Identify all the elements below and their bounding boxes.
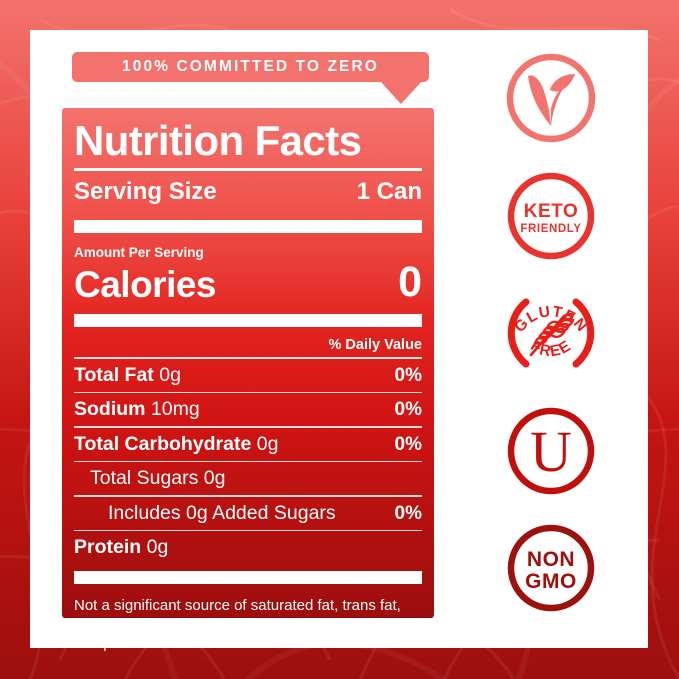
table-row: Sodium 10mg 0% (62, 393, 434, 426)
thick-divider-2 (74, 314, 422, 328)
divider-hair (74, 460, 422, 463)
kosher-u-icon: U (507, 407, 595, 494)
nutrient-name: Total Fat (74, 363, 154, 386)
table-row: Includes 0g Added Sugars 0% (62, 497, 434, 530)
non-gmo-icon: NON GMO (507, 524, 595, 612)
daily-value-header: % Daily Value (328, 337, 423, 354)
nutrient-name: Total Carbohydrate (74, 432, 252, 455)
divider-hair (74, 529, 422, 532)
certification-badges: KETO FRIENDLY GLUTEN FREE (492, 48, 610, 618)
divider-hair (74, 391, 422, 394)
keto-line2: FRIENDLY (520, 223, 581, 235)
glutenfree-line2: FREE (527, 337, 574, 360)
nutrient-percent: 0% (394, 364, 422, 386)
nutrient-amount: 0g (159, 363, 181, 386)
table-row: Total Fat 0g 0% (62, 359, 434, 392)
committed-banner: 100% COMMITTED TO ZERO (72, 52, 432, 104)
divider-hair (74, 495, 422, 497)
nutrient-name: Protein (74, 536, 142, 559)
kosher-letter: U (530, 419, 572, 484)
banner-label: 100% COMMITTED TO ZERO (122, 58, 379, 75)
nutrition-facts-panel: Nutrition Facts Serving Size 1 Can Amoun… (62, 108, 434, 652)
keto-friendly-icon: KETO FRIENDLY (507, 172, 595, 259)
serving-size-value: 1 Can (356, 178, 422, 205)
nutrient-amount: 10mg (150, 398, 200, 421)
divider (74, 168, 422, 171)
nutrient-name: Total Sugars 0g (90, 467, 226, 490)
badge-kosher: U (501, 401, 601, 501)
calories-value: 0 (398, 258, 422, 306)
keto-line1: KETO (524, 201, 578, 222)
table-row: Total Sugars 0g (62, 462, 434, 495)
badge-keto: KETO FRIENDLY (501, 166, 601, 266)
nutrient-percent: 0% (394, 433, 422, 455)
badge-non-gmo: NON GMO (501, 518, 601, 618)
table-row: Protein 0g (62, 531, 434, 564)
page-title: Nutrition Facts (74, 117, 362, 164)
vegan-leaf-v-icon (506, 53, 596, 143)
banner-bar: 100% COMMITTED TO ZERO (72, 52, 429, 82)
nutrient-name: Sodium (74, 398, 146, 421)
badge-gluten-free: GLUTEN FREE (501, 283, 601, 383)
down-arrow-icon (379, 80, 423, 104)
divider-hair (74, 357, 422, 359)
calories-row: Calories 0 (62, 258, 434, 307)
nutrient-percent: 0% (394, 399, 422, 421)
table-row: Total Carbohydrate 0g 0% (62, 428, 434, 461)
gluten-free-wheat-icon: GLUTEN FREE (507, 298, 595, 368)
serving-size-row: Serving Size 1 Can (62, 171, 434, 213)
nutrient-percent: 0% (394, 502, 422, 524)
calories-label: Calories (74, 264, 217, 306)
nutrient-amount: 0g (146, 536, 169, 559)
amount-per-serving-label: Amount Per Serving (74, 245, 204, 260)
nutrient-amount: 0g (256, 432, 279, 455)
badge-vegan (501, 48, 601, 148)
nutrient-name: Includes 0g Added Sugars (108, 501, 336, 524)
thick-divider-3 (74, 571, 422, 585)
footnote-text: Not a significant source of saturated fa… (74, 597, 401, 653)
serving-size-label: Serving Size (74, 178, 217, 205)
divider-hair (74, 426, 422, 428)
thick-divider (74, 220, 422, 233)
nongmo-line1: NON (527, 548, 575, 571)
nongmo-line2: GMO (525, 570, 577, 593)
